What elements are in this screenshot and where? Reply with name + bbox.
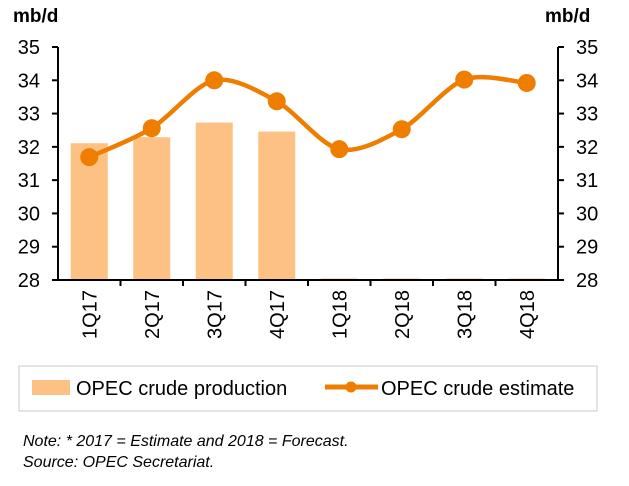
y-tick-label-right: 28 <box>576 270 598 292</box>
y-tick-label-left: 35 <box>18 37 40 59</box>
bar-series <box>70 122 546 281</box>
x-tick-label: 3Q18 <box>454 290 476 339</box>
y-tick-label-right: 30 <box>576 203 598 225</box>
y-tick-label-left: 31 <box>18 170 40 192</box>
line-series <box>80 70 536 167</box>
x-tick-label: 1Q17 <box>79 290 101 339</box>
y-axis-right-unit: mb/d <box>545 6 590 27</box>
legend-swatch-estimate-marker <box>345 381 357 393</box>
bar-2Q17 <box>133 137 171 280</box>
x-tick-label: 4Q18 <box>517 290 539 339</box>
x-tick-label: 4Q17 <box>267 290 289 339</box>
legend-label-estimate: OPEC crude estimate <box>381 378 574 400</box>
x-axis-labels: 1Q17 2Q17 3Q17 4Q17 1Q18 2Q18 3Q18 4Q18 <box>79 290 539 339</box>
legend-box <box>18 365 598 412</box>
estimate-point-2Q18 <box>392 120 411 139</box>
y-tick-label-left: 29 <box>18 237 40 259</box>
y-tick-label-right: 32 <box>576 137 598 159</box>
x-tick-label: 2Q18 <box>392 290 414 339</box>
bar-4Q17 <box>258 131 296 280</box>
legend-label-production: OPEC crude production <box>76 378 287 400</box>
estimate-point-4Q17 <box>267 92 286 111</box>
estimate-point-1Q17 <box>80 148 99 167</box>
axes: 28 28 29 29 30 30 31 31 32 32 33 33 34 34 35 35 <box>18 37 599 292</box>
x-tick-label: 3Q17 <box>204 290 226 339</box>
estimate-point-3Q17 <box>205 71 224 90</box>
y-tick-label-right: 29 <box>576 237 598 259</box>
estimate-point-3Q18 <box>455 70 474 89</box>
legend-swatch-production <box>32 380 70 395</box>
y-tick-label-left: 33 <box>18 104 40 126</box>
y-tick-label-right: 35 <box>576 37 598 59</box>
y-tick-label-right: 31 <box>576 170 598 192</box>
estimate-point-2Q17 <box>142 119 161 138</box>
y-tick-label-left: 30 <box>18 203 40 225</box>
y-tick-label-right: 34 <box>576 70 598 92</box>
y-tick-label-right: 33 <box>576 104 598 126</box>
estimate-point-4Q18 <box>517 73 536 92</box>
bar-3Q17 <box>195 122 233 281</box>
x-tick-label: 2Q17 <box>142 290 164 339</box>
chart-source: Source: OPEC Secretariat. <box>23 454 215 471</box>
estimate-point-1Q18 <box>330 140 349 159</box>
y-tick-label-left: 28 <box>18 270 40 292</box>
chart-note: Note: * 2017 = Estimate and 2018 = Forec… <box>23 433 349 450</box>
x-tick-label: 1Q18 <box>329 290 351 339</box>
legend: OPEC crude production OPEC crude estimat… <box>18 365 598 412</box>
y-tick-label-left: 32 <box>18 137 40 159</box>
y-axis-left-unit: mb/d <box>13 6 58 27</box>
y-tick-label-left: 34 <box>18 70 40 92</box>
